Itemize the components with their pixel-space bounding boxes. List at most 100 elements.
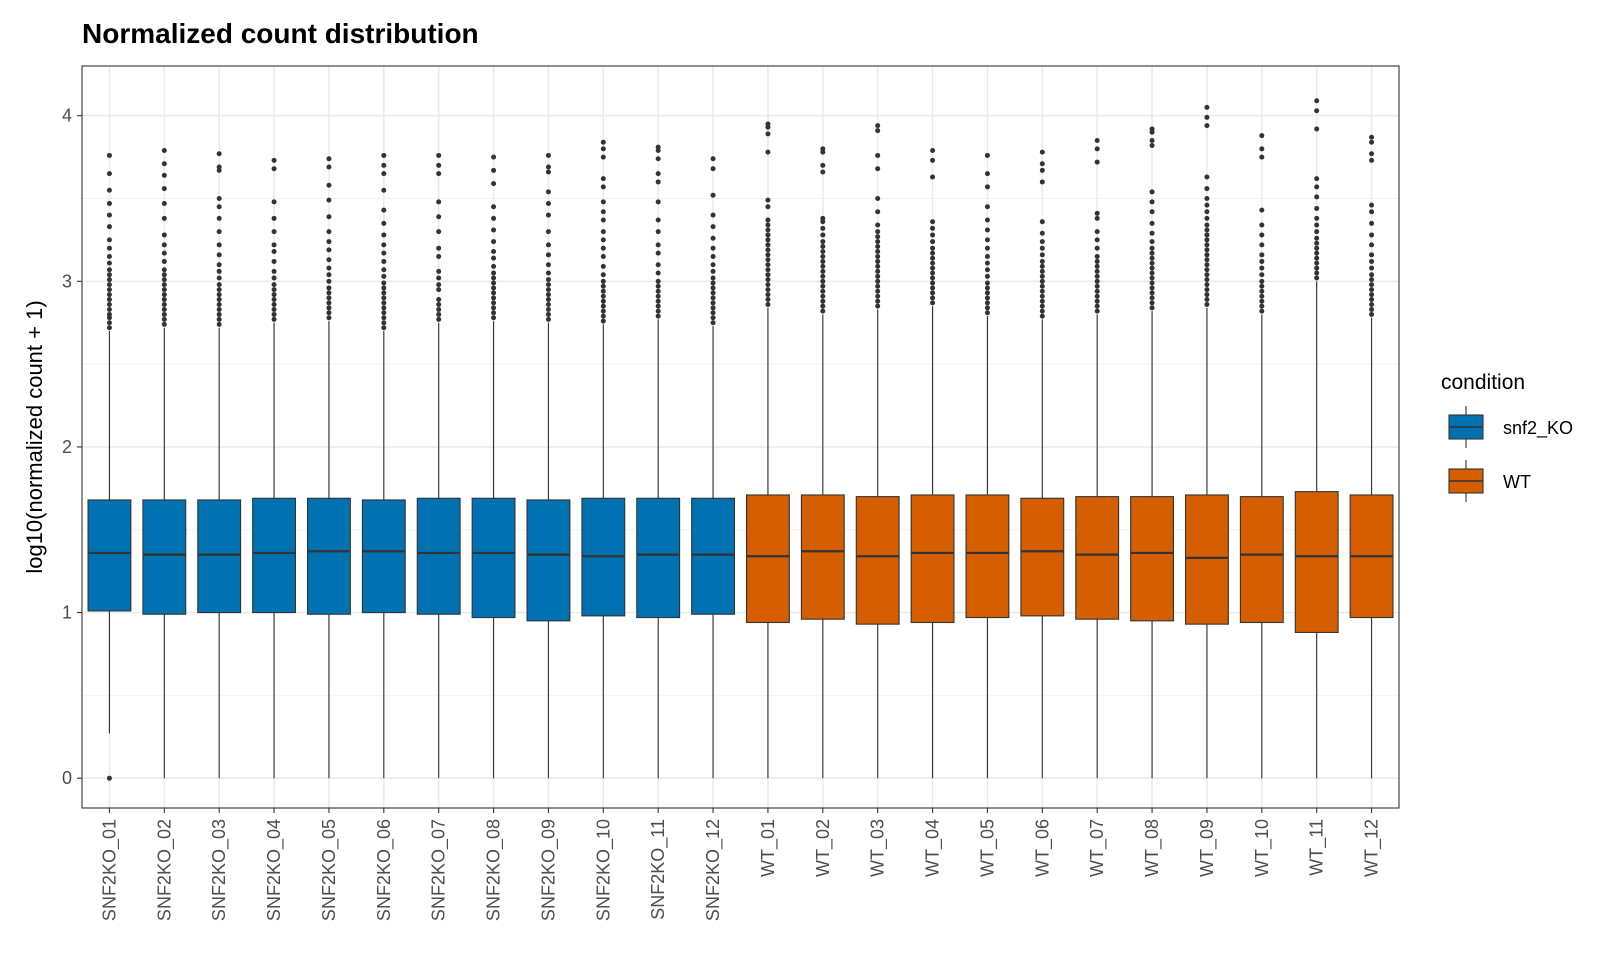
outlier-point [326,164,332,170]
outlier-point [491,239,497,245]
outlier-point [600,283,606,289]
outlier-point [875,244,881,250]
outlier-point [765,297,771,303]
outlier-point [491,167,497,173]
outlier-point [710,290,716,296]
outlier-point [381,171,387,177]
outlier-point [545,316,551,322]
outlier-point [216,196,222,201]
outlier-point [1094,283,1100,289]
outlier-point [820,283,826,289]
outlier-point [765,227,771,233]
outlier-point [875,249,881,254]
outlier-point [1094,303,1100,309]
outlier-point [326,272,332,278]
x-tick-label: WT_11 [1307,819,1328,876]
outlier-point [1094,293,1100,299]
outlier-point [545,262,551,268]
outlier-point [1204,262,1210,268]
outlier-point [1314,98,1320,104]
outlier-point [436,199,442,205]
outlier-point [984,285,990,291]
x-tick-label: SNF2KO_02 [154,819,175,921]
box-body [800,494,845,620]
outlier-point [216,292,222,298]
outlier-point [1149,230,1155,236]
outlier-point [1369,242,1375,248]
outlier-point [1094,288,1100,294]
outlier-point [1149,270,1155,276]
outlier-point [1039,149,1045,155]
outlier-point [1204,257,1210,263]
box-body [636,497,681,619]
outlier-point [161,321,167,327]
box-body [1075,496,1120,620]
outlier-point [491,154,497,160]
outlier-point [161,316,167,322]
outlier-point [710,262,716,268]
outlier-point [1149,239,1155,245]
legend-label: snf2_KO [1503,418,1573,439]
outlier-point [655,303,661,309]
box-WT_03 [855,123,900,779]
outlier-point [216,215,222,221]
outlier-point [600,176,606,182]
x-tick-label: WT_01 [758,819,779,877]
outlier-point [106,277,112,283]
outlier-point [106,311,112,317]
outlier-point [436,316,442,322]
x-tick-label: WT_05 [977,819,998,877]
outlier-point [600,139,606,145]
outlier-point [1204,104,1210,110]
outlier-point [271,199,277,205]
outlier-point [930,232,936,238]
outlier-point [271,292,277,298]
outlier-point [161,277,167,283]
outlier-point [930,265,936,271]
outlier-point [1204,282,1210,288]
outlier-point [436,287,442,293]
chart-title: Normalized count distribution [82,18,479,49]
outlier-point [216,282,222,288]
outlier-point [875,263,881,269]
outlier-point [984,267,990,273]
outlier-point [710,320,716,326]
outlier-point [1094,268,1100,274]
outlier-point [1149,138,1155,144]
box-SNF2KO_11 [636,144,681,779]
box-WT_07 [1075,138,1120,779]
outlier-point [271,302,277,307]
outlier-point [381,250,387,256]
outlier-point [930,290,936,296]
outlier-point [765,272,771,278]
outlier-point [820,278,826,284]
outlier-point [436,297,442,303]
outlier-point [1039,239,1045,245]
outlier-point [984,171,990,177]
outlier-point [765,204,771,210]
box-SNF2KO_04 [252,157,297,779]
outlier-point [765,302,771,307]
outlier-point [1259,283,1265,289]
outlier-point [765,292,771,298]
outlier-point [875,222,881,228]
outlier-point [1314,176,1320,182]
x-tick-label: SNF2KO_06 [374,819,395,921]
outlier-point [1369,232,1375,238]
outlier-point [436,214,442,220]
outlier-point [545,169,551,175]
outlier-point [545,282,551,288]
outlier-point [1149,275,1155,281]
outlier-point [820,239,826,245]
outlier-point [491,280,497,286]
box-body [1294,491,1339,633]
outlier-point [1094,273,1100,279]
outlier-point [765,242,771,248]
outlier-point [1204,186,1210,192]
outlier-point [1149,143,1155,148]
outlier-point [765,237,771,243]
outlier-point [1259,207,1265,213]
outlier-point [1259,308,1265,314]
outlier-point [1094,146,1100,152]
outlier-point [161,147,167,153]
